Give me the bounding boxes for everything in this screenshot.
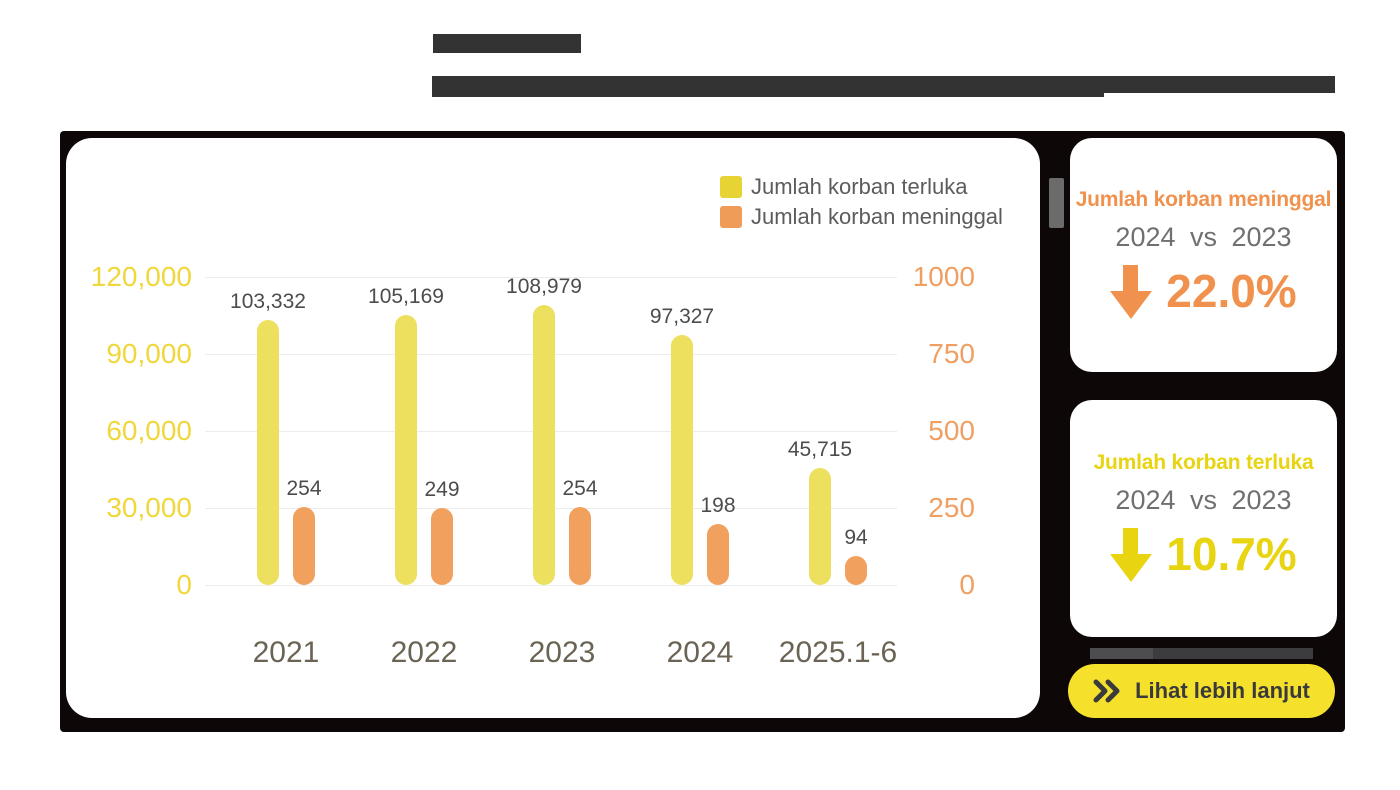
gridline: [205, 277, 897, 278]
y-axis-tick-right: 500: [928, 415, 975, 446]
bar-meninggal[interactable]: [707, 524, 729, 585]
redacted-header-line-1: [432, 76, 1104, 97]
bar-value-label: 103,332: [230, 289, 306, 313]
stat-card-compare: 2024 vs 2023: [1115, 221, 1292, 252]
double-chevron-right-icon: [1093, 679, 1120, 703]
bar-value-label: 254: [562, 476, 598, 500]
see-more-button-label: Lihat lebih lanjut: [1135, 678, 1310, 703]
bar-value-label: 108,979: [506, 275, 582, 299]
redacted-header-line-2: [1104, 76, 1335, 93]
redacted-header-small: [433, 34, 581, 53]
x-axis-label: 2022: [390, 636, 458, 669]
stat-card-change: 22.0%: [1110, 263, 1297, 323]
legend-item-terluka[interactable]: Jumlah korban terluka: [720, 174, 968, 199]
bar-terluka[interactable]: [809, 467, 831, 585]
bar-terluka[interactable]: [257, 319, 279, 585]
bar-value-label: 97,327: [649, 305, 715, 329]
legend-item-meninggal[interactable]: Jumlah korban meninggal: [720, 204, 1003, 229]
y-axis-tick-left: 90,000: [106, 338, 192, 369]
down-arrow-icon: [1110, 264, 1153, 323]
y-axis-tick-right: 1000: [912, 261, 975, 292]
bar-terluka[interactable]: [395, 315, 417, 585]
bar-value-label: 45,715: [787, 437, 853, 461]
legend-label: Jumlah korban terluka: [751, 174, 968, 199]
stat-card-compare: 2024 vs 2023: [1115, 485, 1292, 515]
stat-card-terluka: Jumlah korban terluka 2024 vs 2023 10.7%: [1070, 400, 1337, 637]
redacted-caption-line: [1090, 648, 1313, 659]
y-axis-tick-right: 0: [959, 569, 975, 600]
scrollbar-thumb[interactable]: [1049, 178, 1064, 228]
legend-label: Jumlah korban meninggal: [751, 204, 1003, 229]
stat-card-value: 10.7%: [1166, 528, 1297, 580]
bar-value-label: 105,169: [368, 285, 444, 309]
x-axis-label: 2024: [666, 636, 734, 669]
y-axis-tick-left: 30,000: [106, 492, 192, 523]
see-more-button[interactable]: Lihat lebih lanjut: [1068, 664, 1335, 718]
bar-meninggal[interactable]: [569, 506, 591, 585]
y-axis-tick-left: 120,000: [90, 261, 192, 292]
y-axis-tick-right: 250: [928, 492, 975, 523]
bar-terluka[interactable]: [671, 335, 693, 585]
legend-swatch-yellow-icon: [720, 176, 742, 198]
stat-card-meninggal: Jumlah korban meninggal 2024 vs 2023 22.…: [1070, 138, 1337, 372]
x-axis-label: 2021: [252, 636, 320, 669]
bar-value-label: 198: [700, 494, 736, 518]
x-axis-label: 2023: [528, 636, 596, 669]
y-axis-tick-right: 750: [928, 338, 975, 369]
stat-card-value: 22.0%: [1166, 264, 1297, 317]
stat-card-change: 10.7%: [1110, 526, 1297, 586]
bar-meninggal[interactable]: [293, 506, 315, 585]
gridline: [205, 585, 897, 586]
bar-meninggal[interactable]: [431, 508, 453, 585]
bar-terluka[interactable]: [533, 305, 555, 585]
bar-meninggal[interactable]: [845, 556, 867, 585]
bar-value-label: 249: [424, 478, 460, 502]
legend-swatch-orange-icon: [720, 206, 742, 228]
stat-card-title: Jumlah korban terluka: [1093, 451, 1314, 474]
y-axis-tick-left: 60,000: [106, 415, 192, 446]
redacted-caption-highlight: [1090, 648, 1153, 659]
bar-value-label: 254: [286, 476, 322, 500]
bar-value-label: 94: [844, 526, 868, 550]
stat-card-title: Jumlah korban meninggal: [1075, 187, 1332, 211]
x-axis-label: 2025.1-6: [778, 636, 898, 669]
down-arrow-icon: [1110, 528, 1153, 586]
y-axis-tick-left: 0: [176, 569, 192, 600]
